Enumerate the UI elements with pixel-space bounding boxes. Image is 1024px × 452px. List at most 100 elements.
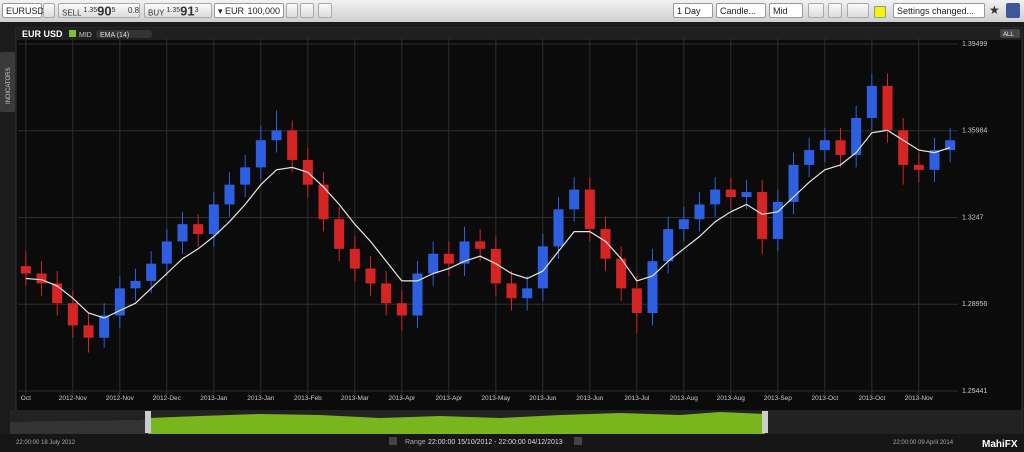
- candle-body: [412, 273, 423, 316]
- candle-body: [694, 204, 705, 220]
- toolbar: EURUSD SELL 1.35905 0.8 BUY 1.35913 ▾ EU…: [0, 0, 1024, 23]
- candle-body: [349, 248, 360, 269]
- buy-prefix: 1.35: [166, 7, 181, 14]
- candle-body: [600, 229, 611, 259]
- x-tick-label: 2013-Apr: [388, 395, 416, 402]
- currency-select[interactable]: ▾ EUR 100,000: [214, 3, 284, 18]
- candle-body: [177, 224, 188, 242]
- x-tick-label: 2013-Aug: [717, 395, 746, 402]
- chart-title: EUR USD: [22, 29, 63, 39]
- candle-body: [67, 303, 78, 326]
- y-tick-label: 1.3247: [962, 214, 984, 221]
- legend-entry: MID: [79, 32, 92, 39]
- range-handle[interactable]: [145, 411, 151, 433]
- side-tab[interactable]: [0, 52, 15, 112]
- x-tick-label: 2013-Jun: [529, 395, 556, 402]
- candle-body: [443, 253, 454, 264]
- x-tick-label: 2012-Nov: [106, 395, 135, 402]
- legend-entry: EMA (14): [100, 32, 129, 39]
- side-tab-label: INDICATORS: [6, 68, 12, 104]
- candle-body: [882, 85, 893, 131]
- favorite-star[interactable]: ★: [989, 3, 1000, 17]
- candle-body: [741, 192, 752, 197]
- range-handle[interactable]: [762, 411, 768, 433]
- candle-body: [725, 189, 736, 197]
- x-tick-label: 2013-Jan: [247, 395, 274, 402]
- amount-spinner[interactable]: [286, 3, 298, 18]
- candle-body: [819, 140, 830, 151]
- candle-body: [459, 241, 470, 264]
- candle-body: [114, 288, 125, 316]
- settings-select[interactable]: Settings changed...: [893, 3, 985, 18]
- sell-button[interactable]: SELL 1.35905: [58, 3, 140, 18]
- x-tick-label: 2013-May: [481, 395, 511, 402]
- legend-pill: [96, 30, 152, 38]
- candle-body: [647, 261, 658, 314]
- candle-body: [193, 224, 204, 235]
- sell-big: 90: [97, 3, 112, 19]
- candle-body: [161, 241, 172, 264]
- x-tick-label: 2013-Aug: [670, 395, 699, 402]
- range-value: 22:00:00 15/10/2012 - 22:00:00 04/12/201…: [428, 439, 563, 446]
- screen-button[interactable]: [808, 3, 824, 18]
- bottom-bar: [0, 434, 1024, 452]
- y-tick-label: 1.25441: [962, 388, 987, 395]
- buy-small: 3: [194, 7, 199, 14]
- range-label: Range: [405, 439, 426, 446]
- alert-button[interactable]: [318, 3, 332, 18]
- x-tick-label: 2013-Oct: [811, 395, 838, 402]
- cart-button[interactable]: [300, 3, 314, 18]
- candle-body: [663, 229, 674, 262]
- facebook-button[interactable]: [1006, 3, 1020, 18]
- currency: EUR: [225, 6, 245, 16]
- candle-body: [490, 248, 501, 284]
- candle-body: [835, 140, 846, 156]
- x-tick-label: 2013-Feb: [294, 395, 322, 402]
- x-tick-label: 2013-Jul: [624, 395, 649, 402]
- candle-body: [475, 241, 486, 249]
- candle-body: [208, 204, 219, 235]
- range-back[interactable]: [389, 437, 397, 445]
- x-tick-label: 2013-Oct: [858, 395, 885, 402]
- candle-body: [898, 130, 909, 165]
- candle-body: [851, 117, 862, 156]
- buy-button[interactable]: BUY 1.35913: [144, 3, 212, 18]
- x-tick-label: 2012-Nov: [59, 395, 88, 402]
- candle-body: [506, 283, 517, 299]
- period-select[interactable]: 1 Day: [673, 3, 713, 18]
- candle-body: [710, 189, 721, 205]
- price-select[interactable]: Mid: [769, 3, 803, 18]
- symbol-dropdown[interactable]: [43, 3, 55, 18]
- candle-body: [240, 167, 251, 185]
- zoom-button[interactable]: [828, 3, 842, 18]
- brand: MahiFX: [982, 439, 1018, 450]
- color-swatch[interactable]: [874, 6, 886, 18]
- navigator-end: 22:00:00 09 April 2014: [893, 440, 954, 446]
- candle-body: [365, 268, 376, 284]
- candle-body: [945, 140, 956, 151]
- candle-body: [334, 219, 345, 249]
- header-strip: [16, 28, 1022, 40]
- sell-small: 5: [111, 7, 116, 14]
- candle-body: [866, 85, 877, 118]
- y-tick-label: 1.28956: [962, 301, 987, 308]
- candle-body: [396, 303, 407, 316]
- candle-body: [83, 325, 94, 338]
- candle-body: [318, 184, 329, 220]
- y-tick-label: 1.39499: [962, 41, 987, 48]
- candle-body: [553, 209, 564, 247]
- x-tick-label: 2012-Dec: [153, 395, 182, 402]
- candle-body: [631, 288, 642, 314]
- candle-body: [678, 219, 689, 230]
- draw-button[interactable]: [847, 3, 869, 18]
- style-select[interactable]: Candle...: [716, 3, 766, 18]
- candle-body: [584, 189, 595, 230]
- all-button[interactable]: [1000, 29, 1020, 38]
- candle-body: [772, 201, 783, 239]
- chart: EUR USD MID EMA (14) INDICATORS ALL 1.25…: [0, 22, 1024, 452]
- x-tick-label: Oct: [21, 395, 31, 402]
- candle-body: [913, 164, 924, 170]
- range-forward[interactable]: [574, 437, 582, 445]
- symbol-select[interactable]: EURUSD: [2, 3, 44, 18]
